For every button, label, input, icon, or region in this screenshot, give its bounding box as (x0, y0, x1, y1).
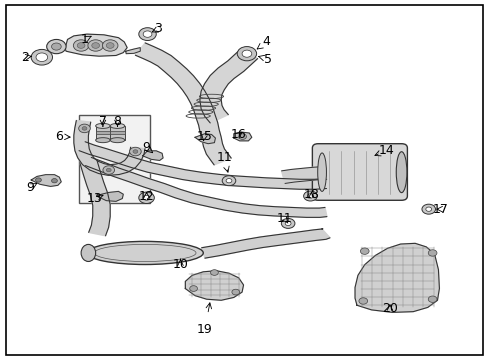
Circle shape (31, 49, 52, 65)
Circle shape (36, 178, 41, 182)
Ellipse shape (110, 123, 124, 129)
Circle shape (427, 250, 436, 256)
Polygon shape (281, 167, 326, 184)
Ellipse shape (87, 242, 203, 265)
Text: 9: 9 (26, 181, 34, 194)
Circle shape (88, 40, 103, 51)
Text: 15: 15 (196, 130, 212, 143)
Text: 12: 12 (139, 189, 154, 203)
Circle shape (36, 53, 47, 62)
Circle shape (303, 191, 317, 201)
Circle shape (143, 195, 150, 200)
Ellipse shape (395, 152, 406, 193)
Circle shape (92, 42, 100, 48)
Polygon shape (31, 175, 61, 186)
Circle shape (238, 134, 246, 139)
Text: 3: 3 (154, 22, 162, 35)
Text: 9: 9 (142, 141, 150, 154)
Circle shape (237, 46, 256, 61)
Text: 13: 13 (86, 192, 102, 205)
Circle shape (51, 43, 61, 50)
Circle shape (421, 204, 435, 214)
Circle shape (143, 31, 152, 37)
Polygon shape (65, 34, 127, 56)
Circle shape (77, 42, 85, 48)
Polygon shape (97, 192, 123, 201)
Circle shape (106, 168, 111, 172)
Bar (96, 131, 110, 134)
Polygon shape (125, 48, 140, 54)
Ellipse shape (317, 153, 326, 192)
Circle shape (425, 207, 431, 211)
Text: 20: 20 (381, 302, 397, 315)
Text: 11: 11 (276, 212, 291, 225)
Circle shape (133, 150, 138, 153)
Polygon shape (135, 43, 231, 165)
Circle shape (242, 50, 251, 57)
Text: 7: 7 (99, 115, 107, 128)
Circle shape (102, 40, 118, 51)
Text: 18: 18 (303, 188, 319, 201)
Circle shape (285, 221, 290, 226)
Text: 2: 2 (21, 51, 29, 64)
Polygon shape (201, 229, 329, 258)
Polygon shape (195, 134, 215, 144)
Circle shape (210, 270, 218, 275)
Circle shape (73, 40, 89, 51)
Ellipse shape (96, 138, 110, 143)
Polygon shape (74, 121, 145, 175)
Ellipse shape (81, 244, 96, 261)
Text: 4: 4 (262, 35, 270, 49)
Circle shape (360, 248, 368, 255)
Polygon shape (233, 132, 251, 141)
Polygon shape (142, 151, 163, 161)
Circle shape (129, 147, 141, 156)
Polygon shape (85, 157, 326, 217)
Ellipse shape (110, 138, 124, 143)
Bar (96, 126, 110, 140)
Text: 14: 14 (377, 144, 393, 157)
Circle shape (222, 176, 235, 186)
Polygon shape (185, 271, 243, 300)
Text: 19: 19 (197, 323, 212, 336)
Bar (110, 126, 124, 140)
Circle shape (139, 192, 154, 203)
Circle shape (281, 219, 294, 228)
Polygon shape (80, 160, 110, 236)
Circle shape (139, 28, 156, 41)
Circle shape (51, 179, 57, 183)
Text: 6: 6 (55, 130, 63, 143)
Text: 11: 11 (216, 152, 231, 165)
Text: 5: 5 (263, 53, 271, 66)
Circle shape (102, 166, 114, 174)
FancyBboxPatch shape (312, 144, 407, 200)
Bar (110, 131, 124, 134)
Circle shape (79, 124, 90, 133)
Text: 8: 8 (113, 115, 121, 128)
Circle shape (189, 286, 197, 291)
Circle shape (427, 296, 436, 302)
Text: 10: 10 (172, 258, 188, 271)
Circle shape (231, 289, 239, 295)
Text: 16: 16 (230, 128, 246, 141)
Text: 1: 1 (81, 33, 88, 46)
Polygon shape (79, 142, 326, 189)
Circle shape (106, 42, 114, 48)
Polygon shape (200, 49, 257, 123)
Circle shape (358, 298, 367, 304)
Bar (79, 115, 150, 203)
Circle shape (225, 179, 231, 183)
Circle shape (82, 127, 87, 130)
Polygon shape (354, 243, 439, 312)
Ellipse shape (96, 123, 110, 129)
Text: 17: 17 (432, 203, 448, 216)
Circle shape (46, 40, 66, 54)
Circle shape (307, 194, 313, 198)
